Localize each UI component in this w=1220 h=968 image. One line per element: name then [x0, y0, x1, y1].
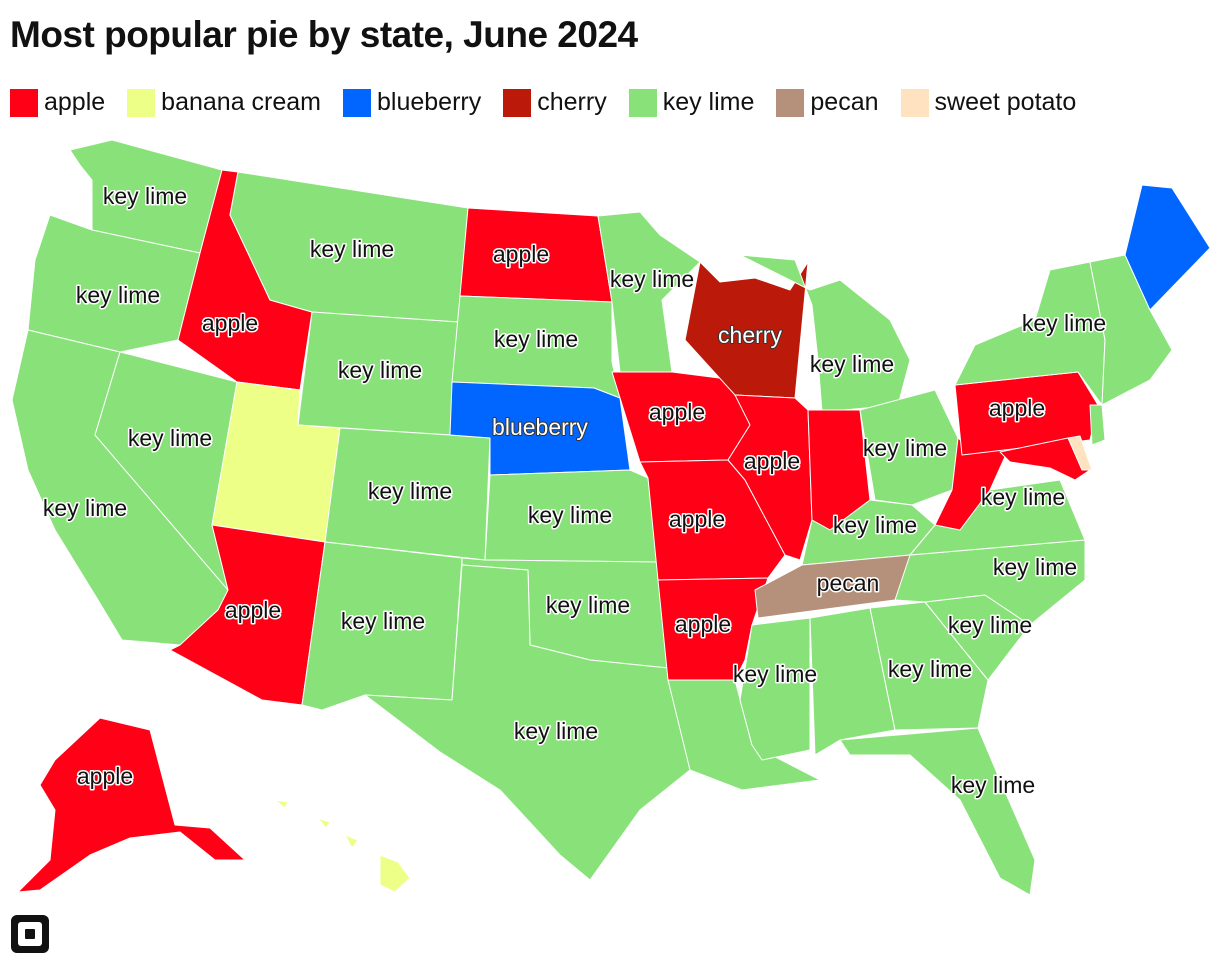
legend-item-blueberry: blueberry	[343, 88, 481, 117]
square-logo-icon	[11, 915, 49, 953]
state-label-co: key lime	[368, 478, 452, 504]
state-hi	[274, 799, 411, 893]
legend-label: key lime	[662, 88, 755, 116]
legend-item-key-lime: key lime	[628, 88, 755, 117]
state-label-nd: apple	[493, 241, 549, 267]
legend-swatch	[127, 88, 156, 117]
legend-item-apple: apple	[10, 88, 105, 117]
state-label-mn: key lime	[610, 266, 694, 292]
state-de	[1067, 435, 1093, 471]
state-label-mi: key lime	[810, 351, 894, 377]
state-label-nm: key lime	[341, 608, 425, 634]
state-label-mo: apple	[669, 506, 725, 532]
state-label-az: apple	[225, 597, 281, 623]
state-or	[27, 214, 201, 353]
legend-swatch	[900, 88, 929, 117]
state-label-ks: key lime	[528, 502, 612, 528]
state-label-va: key lime	[981, 484, 1065, 510]
state-label-ia: apple	[649, 399, 705, 425]
legend-swatch	[628, 88, 657, 117]
state-label-sd: key lime	[494, 326, 578, 352]
legend-item-banana-cream: banana cream	[127, 88, 321, 117]
state-label-pa: apple	[989, 395, 1045, 421]
state-label-ak: apple	[77, 763, 133, 789]
state-al	[809, 607, 896, 756]
state-nj	[1089, 404, 1106, 446]
legend-label: apple	[44, 88, 106, 116]
legend-item-pecan: pecan	[776, 88, 879, 117]
state-ga	[869, 601, 989, 731]
state-label-ny: key lime	[1022, 310, 1106, 336]
legend-item-sweet-potato: sweet potato	[900, 88, 1077, 117]
legend-label: blueberry	[377, 88, 482, 116]
state-label-ms: key lime	[733, 661, 817, 687]
state-me	[1124, 184, 1211, 311]
page-title: Most popular pie by state, June 2024	[10, 14, 638, 55]
state-label-wy: key lime	[338, 357, 422, 383]
legend-item-cherry: cherry	[503, 88, 607, 117]
state-ms	[739, 617, 811, 761]
state-label-nc: key lime	[993, 554, 1077, 580]
legend-label: cherry	[537, 88, 607, 116]
state-label-or: key lime	[76, 282, 160, 308]
state-label-tx: key lime	[514, 718, 598, 744]
state-label-id: apple	[202, 310, 258, 336]
state-co	[324, 427, 491, 561]
state-nc	[894, 539, 1086, 626]
state-label-wa: key lime	[103, 183, 187, 209]
state-il	[727, 394, 813, 561]
state-tx	[364, 564, 691, 881]
state-label-ca: key lime	[43, 495, 127, 521]
legend: apple banana cream blueberry cherry key …	[10, 88, 1076, 117]
legend-label: sweet potato	[934, 88, 1077, 116]
state-shapes	[11, 139, 1211, 896]
state-label-oh: key lime	[863, 435, 947, 461]
legend-swatch	[503, 88, 532, 117]
legend-swatch	[10, 88, 38, 117]
state-fl	[839, 727, 1036, 896]
state-label-ne: blueberry	[492, 414, 588, 440]
state-label-fl: key lime	[951, 772, 1035, 798]
state-label-wi: cherry	[718, 322, 782, 348]
state-ak	[17, 717, 246, 893]
state-label-nv: key lime	[128, 425, 212, 451]
state-label-ky: key lime	[833, 512, 917, 538]
state-label-mt: key lime	[310, 236, 394, 262]
state-label-il: apple	[744, 448, 800, 474]
state-wi	[684, 261, 809, 399]
legend-swatch	[343, 88, 371, 117]
legend-label: pecan	[810, 88, 879, 116]
state-la	[667, 679, 821, 791]
state-label-ar: apple	[675, 611, 731, 637]
state-label-sc: key lime	[948, 612, 1032, 638]
state-label-ok: key lime	[546, 592, 630, 618]
state-mn	[597, 211, 701, 373]
legend-swatch	[776, 88, 805, 117]
legend-label: banana cream	[161, 88, 321, 116]
state-label-tn: pecan	[817, 570, 880, 596]
state-label-ga: key lime	[888, 656, 972, 682]
